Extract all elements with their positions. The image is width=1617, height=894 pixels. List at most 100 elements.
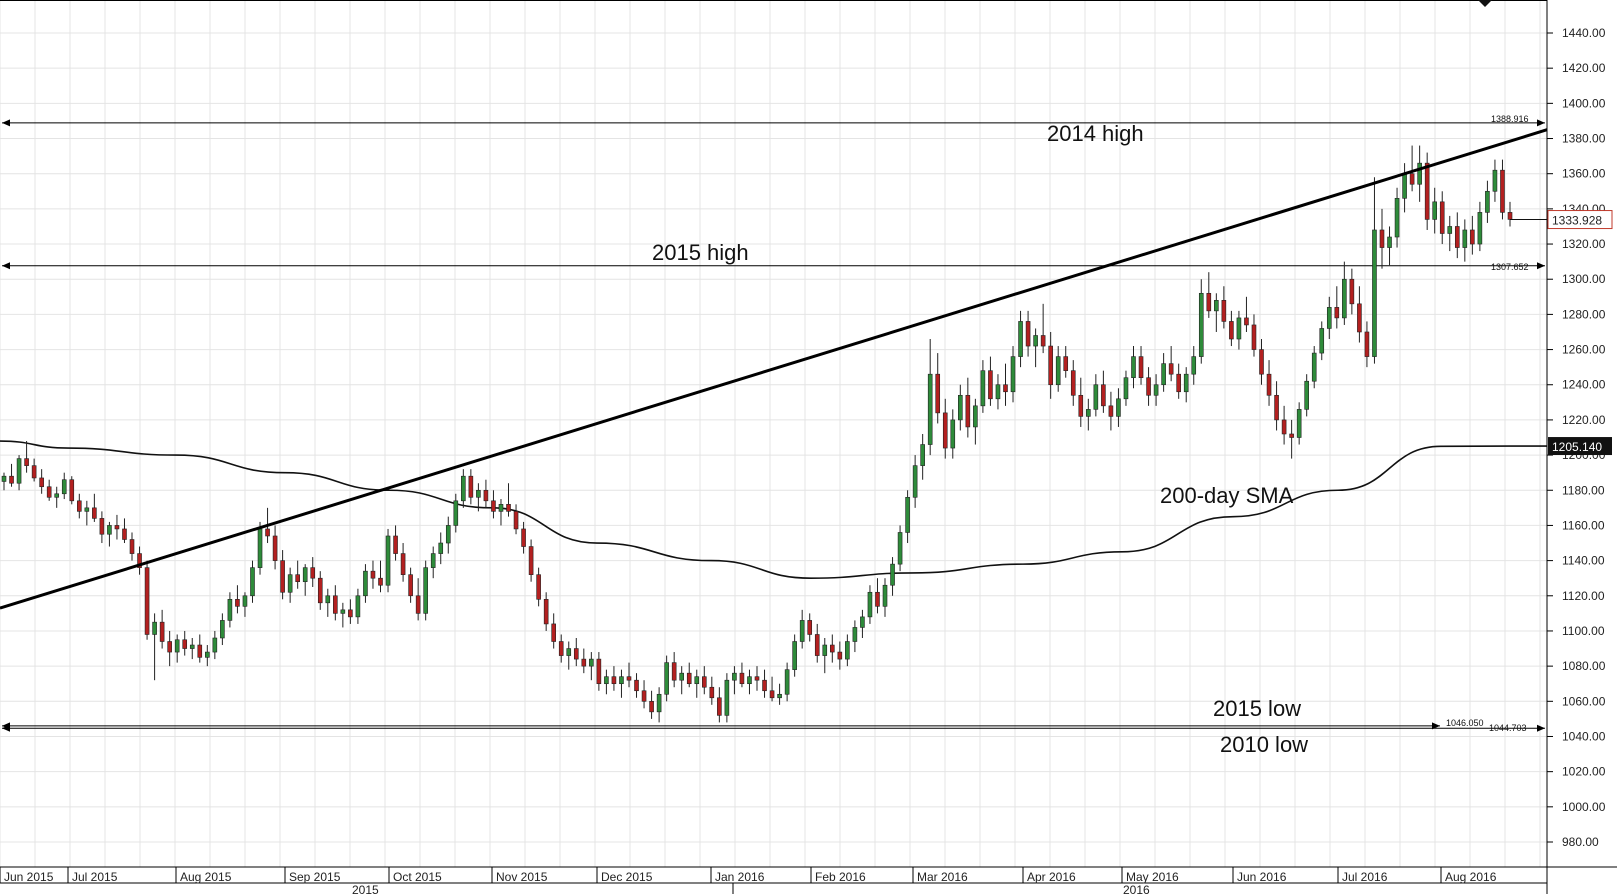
candle [129,532,135,561]
candle [822,637,828,674]
candle-body-down [543,598,549,625]
candle-body-down [506,504,511,512]
candle-body-up [1033,335,1038,347]
candle-body-up [498,504,504,512]
candle [860,609,865,638]
candle [762,669,767,698]
candle [747,669,752,695]
candle-body-up [995,384,1001,400]
candle-body-down [1379,229,1385,248]
candle [415,578,421,621]
candle-body-down [1025,321,1031,347]
candle [649,690,654,719]
candle [235,585,240,614]
candle-body-down [280,560,285,593]
candle-body-up [220,620,225,639]
candle-body-up [355,595,361,618]
candle-body-up [792,641,797,670]
candle-body-down [837,651,843,660]
sma-value-label: 1205.140 [1552,440,1602,454]
level-2015-high-left-arrow-icon [2,262,10,270]
y-tick-label: 1140.00 [1562,554,1605,568]
candle [799,609,805,649]
candle-body-up [476,489,481,498]
candle-body-down [1266,373,1272,396]
candle [513,504,519,535]
candle-body-up [1116,398,1121,417]
candle-body-down [814,634,820,656]
sma-200-line [0,440,1547,579]
annotations: 2014 high 2015 high 200-day SMA 2015 low 201… [652,121,1308,757]
candle-body-down [649,701,654,713]
candle-body-down [1108,405,1114,417]
candle [46,479,52,501]
candle-body-down [686,672,692,685]
candle-body-down [77,500,82,512]
candle-body-up [445,525,451,544]
candle-body-up [302,567,308,583]
candle [152,613,157,681]
candle-body-down [235,598,240,607]
candle [1342,261,1347,325]
candle-body-up [16,458,22,484]
candle-body-down [265,528,270,537]
candle-body-up [438,542,444,554]
candle-body-up [325,595,331,604]
candle-body-down [483,489,489,502]
candle-body-down [400,553,406,575]
candle [980,360,986,413]
candle [242,592,248,617]
candle-body-up [174,639,180,653]
candle [694,669,700,698]
sma-line [0,440,1547,579]
candle-body-down [1244,317,1249,326]
candle [159,609,165,649]
candle-body-down [1454,226,1460,248]
candle [589,652,594,681]
candle-body-up [212,637,218,653]
candle-body-up [852,627,858,642]
candle-body-down [581,658,587,667]
last-price-label: 1333.928 [1552,214,1602,228]
candle [701,666,707,695]
candle [829,634,835,663]
candle-body-down [99,518,105,535]
candle-body-down [1138,356,1144,379]
candle [1070,360,1076,406]
candle [958,384,963,431]
candle-body-down [634,679,639,692]
candle [897,525,903,572]
candle-body-up [1402,173,1407,199]
candle-body-down [717,697,722,716]
candle-body-up [656,693,662,713]
candle [77,493,82,519]
candle [408,567,413,603]
candle [1183,367,1189,403]
candle-body-up [1214,300,1219,312]
candle [1191,346,1197,385]
candle-body-down [942,412,948,449]
candle-body-down [333,595,338,614]
x-tick-label: Jan 2016 [715,870,765,884]
x-tick-label: Mar 2016 [917,870,968,884]
candle-body-up [1372,229,1377,357]
candle [792,634,797,677]
y-tick-label: 1400.00 [1562,96,1606,110]
x-tick-label: Jul 2016 [1342,870,1388,884]
candle [1424,152,1430,230]
candle [528,539,534,582]
candle [363,564,368,603]
candle [250,560,255,603]
candle [1349,268,1355,315]
candle-body-up [724,679,730,716]
candle [845,634,850,667]
candle-body-up [227,598,233,621]
x-tick-label: Jun 2016 [1237,870,1287,884]
candle [1492,159,1498,202]
candle [814,623,820,663]
candle [310,557,316,587]
candle-body-up [107,525,112,535]
candle [724,673,730,723]
x-tick-label: Aug 2016 [1445,870,1497,884]
candle [942,398,948,459]
